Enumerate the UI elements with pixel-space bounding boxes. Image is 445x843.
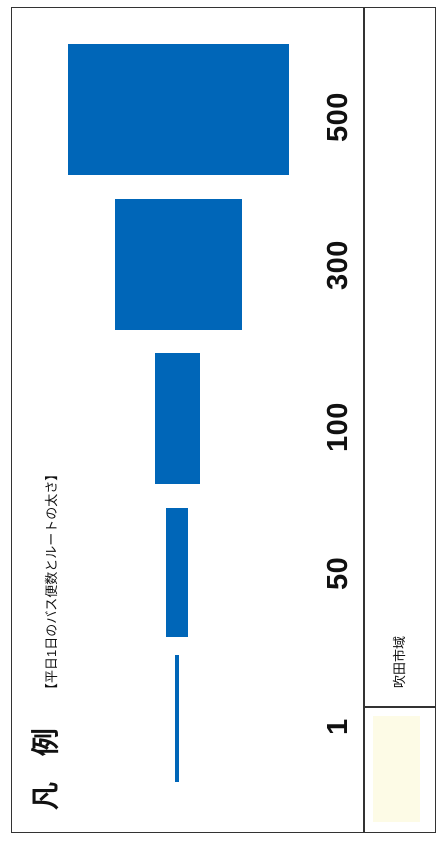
scale-label-50: 50 [322,556,354,590]
area-label: 吹田市域 [392,635,407,688]
bus-route-width-1 [175,655,179,782]
scale-label-100: 100 [322,402,354,452]
scale-label-300: 300 [322,240,354,290]
legend-subtitle: 【平日1日のバス便数とルートの太さ】 [44,467,59,696]
scale-label-1: 1 [322,718,354,735]
bus-route-width-100 [155,353,200,484]
legend-divider [363,7,365,833]
legend-title: 凡 例 [30,719,61,810]
area-row-divider [364,706,436,708]
bus-route-width-500 [68,44,289,175]
bus-route-width-50 [166,508,188,637]
city-area-swatch [373,716,420,822]
scale-label-500: 500 [322,92,354,142]
bus-route-width-300 [115,199,242,330]
legend-frame [11,7,436,833]
